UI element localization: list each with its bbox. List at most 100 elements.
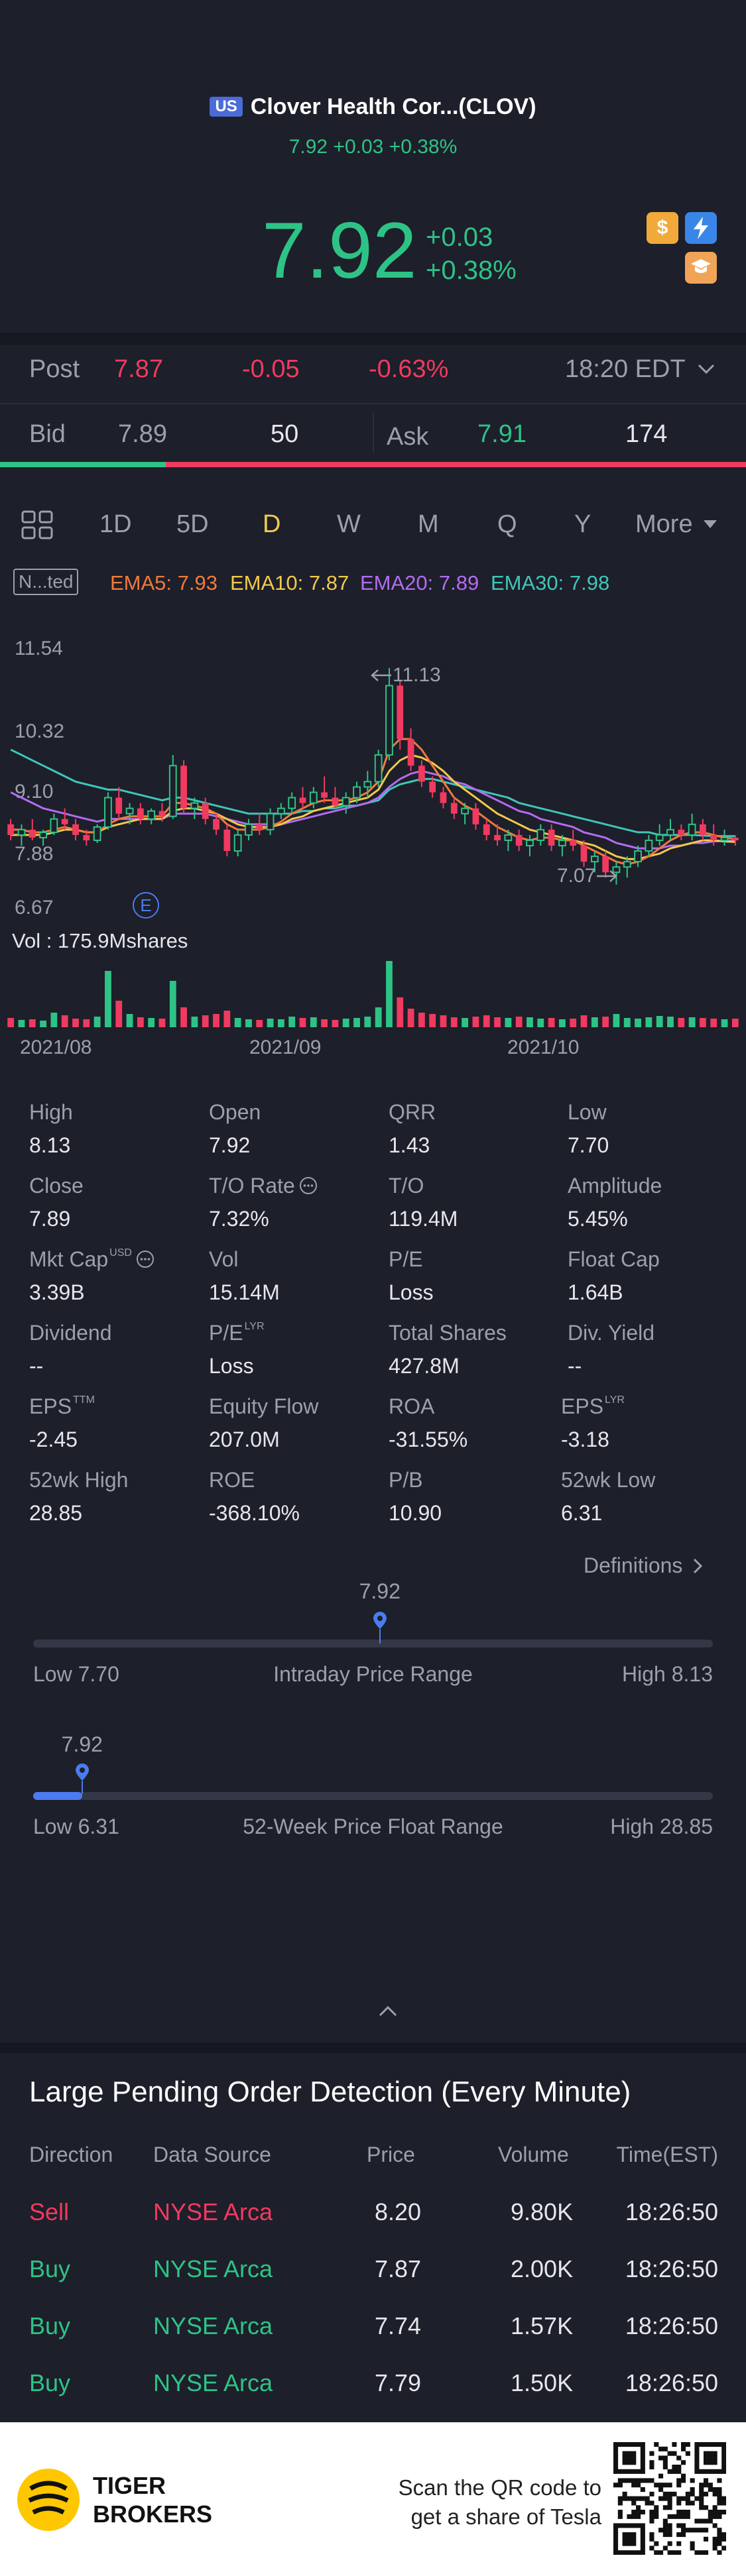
stat-label: 52wk High [29,1468,128,1492]
stock-title: US Clover Health Cor...(CLOV) [0,94,746,120]
candle-body [645,839,653,852]
stat-label: ROE [209,1468,255,1492]
x-tick: 2021/08 [20,1036,92,1058]
lightning-icon[interactable] [685,212,717,244]
candle-body [526,839,534,847]
volume-bar [105,971,111,1027]
stat-label-text: Close [29,1174,84,1198]
indicator-badge[interactable]: N...ted [13,569,79,595]
stat-value: 1.64B [568,1280,623,1304]
order-direction: Buy [29,2312,71,2339]
high-annotation: 11.13 [370,664,441,687]
volume-bar [93,1017,101,1027]
stat-label: Dividend [29,1321,112,1345]
definitions-label: Definitions [584,1553,683,1577]
stat-label: High [29,1100,73,1125]
volume-label: Vol : 175.9Mshares [12,929,188,952]
stat-label-text: Div. Yield [568,1321,655,1345]
stat-label: Open [209,1100,261,1125]
stat-value: -31.55% [389,1428,468,1451]
volume-bar [213,1014,219,1027]
stat-label: Float Cap [568,1247,660,1272]
stat-label-text: High [29,1100,73,1124]
intraday-low: Low 7.70 [33,1662,119,1686]
stat-value: 6.31 [561,1501,603,1525]
definitions-link[interactable]: Definitions [584,1553,703,1578]
candle-body [623,861,631,868]
order-price: 8.20 [375,2198,422,2225]
candle-body [180,765,187,809]
candle-body [115,797,123,814]
earnings-event-marker[interactable]: E [133,892,159,919]
volume-bar [613,1014,620,1027]
volume-bar [548,1018,555,1027]
post-change: -0.05 [242,355,300,383]
stat-label: 52wk Low [561,1468,655,1492]
tab-5d[interactable]: 5D [176,510,209,538]
candle-body [731,837,739,840]
ema20-value: EMA20: 7.89 [360,571,479,594]
stat-value: Loss [389,1280,434,1304]
volume-bar [223,1011,231,1027]
volume-bar [158,1019,166,1027]
volume-bar [288,1017,296,1027]
stat-value: 28.85 [29,1501,83,1525]
volume-bar [256,1020,263,1027]
candle-body [558,839,566,847]
stat-label: QRR [389,1100,436,1125]
stock-subtitle: 7.92 +0.03 +0.38% [288,136,458,158]
candle-body [332,797,339,806]
tab-day[interactable]: D [263,510,281,538]
post-label: Post [29,355,80,383]
volume-bar [126,1014,133,1027]
stat-value: -368.10% [209,1501,300,1525]
volume-bar [721,1019,728,1027]
info-icon[interactable] [299,1176,318,1195]
tab-1d[interactable]: 1D [99,510,132,538]
qr-code-icon[interactable] [613,2442,726,2555]
stat-superscript: TTM [73,1394,95,1406]
tab-quarter[interactable]: Q [497,510,517,538]
volume-bar [50,1013,58,1027]
info-icon[interactable] [136,1250,155,1268]
stat-value: -- [29,1354,44,1378]
stat-label: T/O [389,1174,424,1198]
candle-body [515,834,523,846]
stat-value: 7.32% [209,1207,269,1231]
low-annotation-value: 7.07 [557,865,596,887]
order-time: 18:26:50 [625,2312,718,2339]
ema10-line [11,754,735,860]
post-time-selector[interactable]: 18:20 EDT [565,355,715,384]
week52-high: High 28.85 [610,1815,713,1838]
divider [0,403,746,404]
bid-size: 50 [271,420,299,448]
ask-size: 174 [625,420,668,448]
week52-price-marker: 7.92 [62,1732,109,1800]
grid-icon[interactable] [21,510,53,543]
volume-bar [472,1017,479,1027]
stat-label: T/O Rate [209,1174,318,1198]
candle-body [720,836,729,841]
tab-year[interactable]: Y [574,510,591,538]
x-tick: 2021/09 [249,1036,322,1058]
tab-month[interactable]: M [418,510,439,538]
volume-bar [418,1013,425,1027]
chevron-right-icon [694,1558,703,1574]
stat-value: 15.14M [209,1280,280,1304]
collapse-chevron-icon[interactable] [378,2005,398,2021]
candle-body [450,803,458,814]
volume-bar [710,1019,717,1027]
tab-more[interactable]: More [635,510,717,539]
candle-body [363,781,372,788]
candle-body [666,828,674,836]
ema10-value: EMA10: 7.87 [230,571,349,594]
price-change: +0.03 [426,223,493,252]
candle-body [125,807,134,814]
dollar-icon[interactable]: $ [647,212,678,244]
promo-footer: TIGER BROKERS Scan the QR code to get a … [0,2422,746,2576]
stat-value: -- [568,1354,582,1378]
order-time: 18:26:50 [625,2198,718,2225]
price-chart[interactable] [0,633,746,1031]
tab-week[interactable]: W [337,510,361,538]
learn-icon[interactable] [685,252,717,284]
